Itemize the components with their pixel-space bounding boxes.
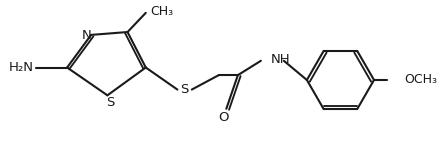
Text: H₂N: H₂N bbox=[9, 61, 33, 74]
Text: S: S bbox=[180, 83, 188, 96]
Text: CH₃: CH₃ bbox=[150, 5, 174, 18]
Text: N: N bbox=[81, 29, 91, 42]
Text: NH: NH bbox=[271, 53, 290, 66]
Text: OCH₃: OCH₃ bbox=[405, 73, 438, 86]
Text: S: S bbox=[106, 96, 114, 109]
Text: O: O bbox=[218, 111, 229, 124]
